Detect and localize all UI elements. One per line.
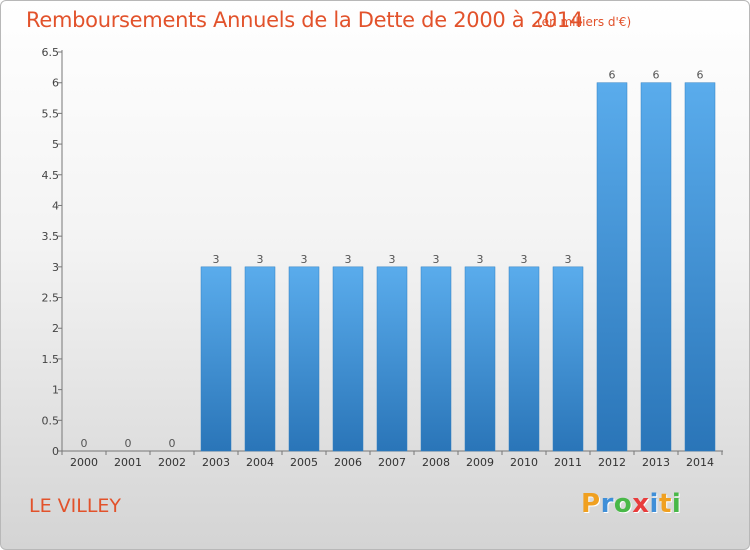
y-tick-label: 6 xyxy=(52,77,59,90)
data-label: 3 xyxy=(301,253,308,266)
bar xyxy=(244,266,276,452)
bar xyxy=(464,266,496,452)
y-tick-label: 6.5 xyxy=(42,46,60,59)
x-tick-label: 2003 xyxy=(202,456,230,469)
x-tick-label: 2012 xyxy=(598,456,626,469)
y-tick-label: 1.5 xyxy=(42,353,60,366)
chart-title: Remboursements Annuels de la Dette de 20… xyxy=(26,8,583,32)
data-label: 6 xyxy=(697,69,704,82)
y-tick-label: 2.5 xyxy=(42,292,60,305)
x-tick-label: 2013 xyxy=(642,456,670,469)
y-tick-label: 1 xyxy=(52,384,59,397)
y-tick-label: 4.5 xyxy=(42,169,60,182)
bar xyxy=(332,266,364,452)
place-name: LE VILLEY xyxy=(29,495,122,517)
bar xyxy=(200,266,232,452)
proxiti-logo: Proxiti xyxy=(581,489,681,519)
y-tick-label: 4 xyxy=(52,199,59,212)
x-tick-label: 2005 xyxy=(290,456,318,469)
data-label: 3 xyxy=(477,253,484,266)
data-label: 3 xyxy=(257,253,264,266)
logo-letter: t xyxy=(658,489,672,519)
x-tick-label: 2008 xyxy=(422,456,450,469)
y-tick-label: 5 xyxy=(52,138,59,151)
data-label: 3 xyxy=(389,253,396,266)
y-tick-label: 2 xyxy=(52,322,59,335)
data-label: 0 xyxy=(169,437,176,450)
y-tick-label: 3.5 xyxy=(42,230,60,243)
bar xyxy=(596,82,628,452)
data-label: 0 xyxy=(125,437,132,450)
data-label: 6 xyxy=(653,69,660,82)
data-label: 3 xyxy=(565,253,572,266)
data-label: 3 xyxy=(521,253,528,266)
x-tick-label: 2014 xyxy=(686,456,714,469)
x-tick-label: 2009 xyxy=(466,456,494,469)
y-tick-label: 3 xyxy=(52,261,59,274)
x-tick-label: 2001 xyxy=(114,456,142,469)
bar xyxy=(508,266,540,452)
data-label: 0 xyxy=(81,437,88,450)
data-label: 3 xyxy=(433,253,440,266)
x-tick-label: 2010 xyxy=(510,456,538,469)
y-tick-label: 0 xyxy=(52,445,59,458)
x-tick-label: 2011 xyxy=(554,456,582,469)
x-tick-label: 2004 xyxy=(246,456,274,469)
x-tick-label: 2006 xyxy=(334,456,362,469)
data-label: 3 xyxy=(345,253,352,266)
y-tick-label: 0.5 xyxy=(42,414,60,427)
x-tick-label: 2007 xyxy=(378,456,406,469)
logo-letter: P xyxy=(581,489,601,519)
x-tick-label: 2000 xyxy=(70,456,98,469)
data-label: 3 xyxy=(213,253,220,266)
logo-letter: r xyxy=(600,489,614,519)
data-label: 6 xyxy=(609,69,616,82)
logo-letter: i xyxy=(649,489,659,519)
bar xyxy=(640,82,672,452)
logo-letter: i xyxy=(671,489,682,519)
bar xyxy=(376,266,408,452)
bar xyxy=(420,266,452,452)
x-tick-label: 2002 xyxy=(158,456,186,469)
y-tick-label: 5.5 xyxy=(42,107,60,120)
bar xyxy=(684,82,716,452)
bar xyxy=(288,266,320,452)
logo-letter: o xyxy=(613,489,633,519)
bar xyxy=(552,266,584,452)
logo-letter: x xyxy=(632,489,650,519)
chart-unit-label: (en milliers d'€) xyxy=(537,15,632,29)
